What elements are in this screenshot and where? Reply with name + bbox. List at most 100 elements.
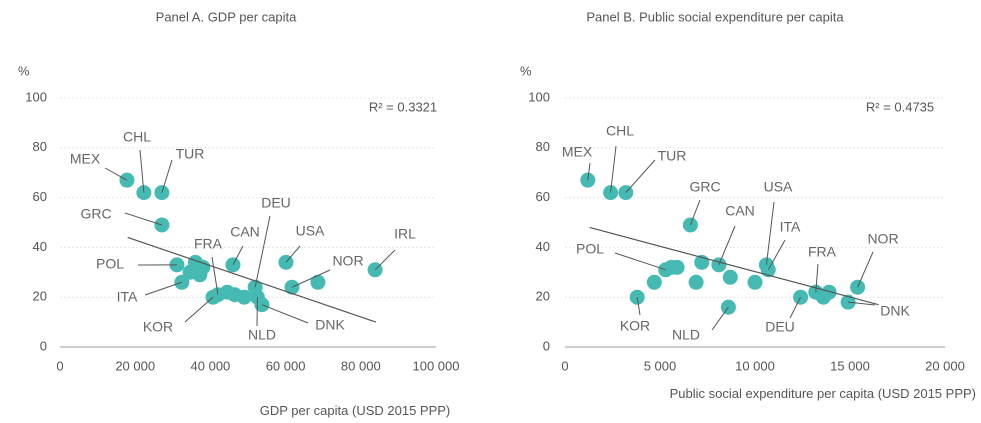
- x-tick-label: 40 000: [191, 358, 231, 373]
- data-point: [821, 284, 837, 300]
- data-point: [236, 289, 252, 305]
- y-tick-label: 100: [528, 89, 550, 104]
- y-tick-label: 40: [536, 239, 550, 254]
- point-label: CAN: [725, 203, 755, 219]
- x-axis-title: GDP per capita (USD 2015 PPP): [259, 403, 451, 418]
- trendline: [127, 236, 377, 323]
- y-tick-label: 60: [536, 189, 550, 204]
- leader-line: [139, 149, 145, 193]
- leader-line: [610, 145, 617, 193]
- r-squared: R² = 0.3321: [369, 99, 437, 114]
- y-tick-label: 0: [543, 338, 550, 353]
- x-tick-label: 80 000: [341, 358, 381, 373]
- data-point: [722, 269, 738, 285]
- leader-line: [291, 269, 331, 288]
- point-label: POL: [96, 256, 124, 272]
- x-tick-label: 20 000: [115, 358, 155, 373]
- point-label: GRC: [689, 179, 720, 195]
- y-tick-label: 0: [40, 338, 47, 353]
- leader-line: [711, 306, 729, 331]
- point-label: FRA: [808, 244, 837, 260]
- x-axis-title: Public social expenditure per capita (US…: [669, 386, 976, 401]
- trendline: [589, 226, 879, 306]
- x-tick-label: 0: [561, 358, 568, 373]
- point-label: POL: [576, 241, 604, 257]
- point-label: KOR: [620, 318, 650, 334]
- point-label: NLD: [248, 327, 276, 343]
- x-tick-label: 10 000: [735, 358, 775, 373]
- leader-line: [254, 215, 271, 288]
- data-point: [310, 274, 326, 290]
- point-label: KOR: [143, 319, 173, 335]
- point-label: TUR: [658, 148, 687, 164]
- leader-line: [261, 304, 309, 324]
- point-label: MEX: [70, 151, 101, 167]
- leader-line: [374, 249, 396, 271]
- data-point: [646, 274, 662, 290]
- point-label: GRC: [80, 206, 111, 222]
- leader-line: [789, 296, 802, 319]
- x-tick-label: 5 000: [644, 358, 677, 373]
- data-point: [119, 172, 135, 188]
- x-tick-label: 15 000: [830, 358, 870, 373]
- y-tick-label: 40: [33, 239, 47, 254]
- point-label: MEX: [562, 144, 593, 160]
- leader-line: [857, 251, 874, 288]
- leader-line: [767, 239, 786, 271]
- data-point: [669, 259, 685, 275]
- leader-line: [232, 245, 244, 266]
- y-tick-label: 100: [25, 89, 47, 104]
- y-axis-label: %: [520, 63, 532, 78]
- data-point: [688, 274, 704, 290]
- leader-line: [587, 162, 591, 181]
- leader-line: [848, 301, 876, 306]
- leader-line: [211, 256, 219, 295]
- y-tick-label: 60: [33, 189, 47, 204]
- leader-line: [184, 296, 214, 323]
- point-label: USA: [764, 179, 793, 195]
- point-label: FRA: [194, 236, 223, 252]
- leader-line: [765, 201, 775, 265]
- leader-line: [144, 281, 182, 296]
- y-tick-label: 20: [536, 289, 550, 304]
- point-label: DNK: [315, 317, 345, 333]
- x-tick-label: 20 000: [925, 358, 965, 373]
- data-point: [747, 274, 763, 290]
- point-label: CHL: [606, 123, 634, 139]
- point-label: TUR: [176, 146, 205, 162]
- point-label: CAN: [230, 224, 260, 240]
- leader-line: [104, 167, 128, 181]
- leader-line: [625, 159, 656, 193]
- y-axis-label: %: [18, 63, 30, 78]
- x-tick-label: 0: [56, 358, 63, 373]
- leader-line: [718, 225, 736, 266]
- leader-line: [161, 159, 173, 193]
- panel-title: Panel B. Public social expenditure per c…: [586, 9, 844, 24]
- y-tick-label: 80: [536, 139, 550, 154]
- point-label: IRL: [394, 226, 416, 242]
- r-squared: R² = 0.4735: [866, 99, 934, 114]
- y-tick-label: 80: [33, 139, 47, 154]
- panel-title: Panel A. GDP per capita: [156, 9, 297, 24]
- leader-line: [689, 199, 701, 226]
- point-label: ITA: [117, 289, 138, 305]
- point-label: DEU: [765, 319, 795, 335]
- leader-line: [815, 263, 819, 293]
- point-label: DNK: [880, 303, 910, 319]
- data-point: [195, 259, 211, 275]
- point-label: ITA: [780, 219, 801, 235]
- leader-line: [285, 245, 301, 263]
- x-tick-label: 60 000: [266, 358, 306, 373]
- point-label: USA: [296, 223, 325, 239]
- leader-line: [124, 212, 163, 226]
- x-tick-label: 100 000: [413, 358, 460, 373]
- leader-line: [614, 252, 666, 271]
- point-label: NOR: [332, 253, 363, 269]
- leader-line: [636, 297, 641, 316]
- point-label: DEU: [261, 195, 291, 211]
- y-tick-label: 20: [33, 289, 47, 304]
- point-label: NLD: [672, 327, 700, 343]
- point-label: CHL: [123, 129, 151, 145]
